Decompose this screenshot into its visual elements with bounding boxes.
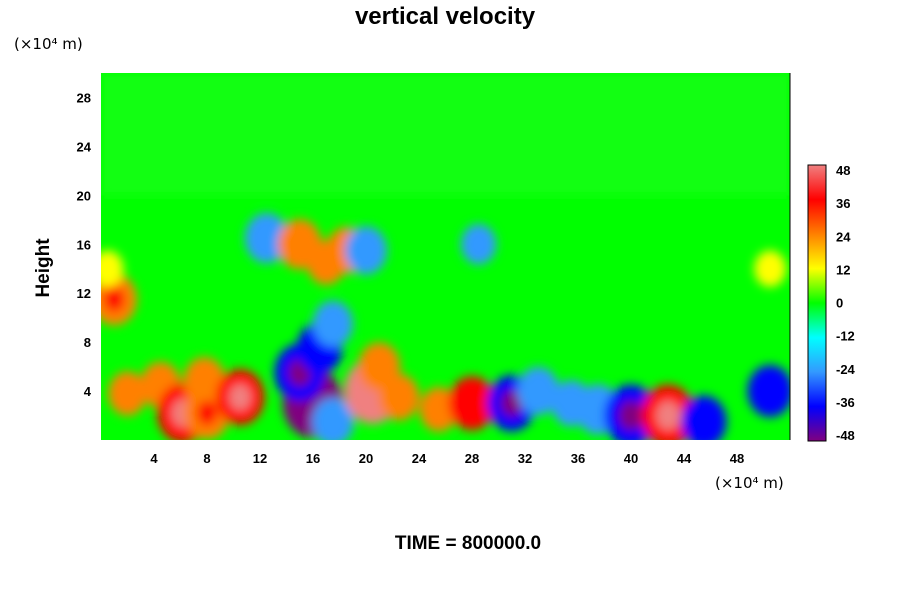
contour-feature <box>101 250 124 287</box>
contour-feature <box>379 374 420 421</box>
x-tick-label: 24 <box>412 451 427 466</box>
contour-feature <box>311 397 354 440</box>
colorbar-tick-label: -12 <box>836 329 855 344</box>
colorbar-tick-label: -36 <box>836 395 855 410</box>
contour-feature <box>244 213 289 264</box>
contour-features <box>101 73 790 440</box>
x-tick-label: 16 <box>306 451 320 466</box>
contour-feature-core <box>229 383 252 411</box>
x-unit-label: (×10⁴ m) <box>715 474 784 492</box>
contour-feature-core <box>461 390 483 417</box>
contour-feature <box>754 250 787 287</box>
y-tick-label: 28 <box>77 90 91 105</box>
contour-feature-core <box>618 400 644 431</box>
chart-title: vertical velocity <box>355 3 536 30</box>
contour-feature-core <box>500 389 523 417</box>
colorbar-tick-label: 24 <box>836 229 851 244</box>
colorbar-scale <box>807 164 827 442</box>
y-unit-label: (×10⁴ m) <box>14 35 83 53</box>
x-tick-label: 8 <box>203 451 210 466</box>
contour-feature <box>108 371 147 416</box>
x-tick-label: 28 <box>465 451 479 466</box>
x-tick-label: 48 <box>730 451 744 466</box>
x-tick-label: 20 <box>359 451 373 466</box>
contour-feature-core <box>759 378 781 404</box>
contour-feature <box>517 367 560 416</box>
contour-feature <box>345 226 387 275</box>
time-label: TIME = 800000.0 <box>395 533 541 554</box>
x-tick-label: 40 <box>624 451 638 466</box>
x-tick-label: 12 <box>253 451 267 466</box>
y-tick-label: 8 <box>84 335 91 350</box>
contour-feature-core <box>196 400 218 426</box>
colorbar-tick-label: 48 <box>836 163 850 178</box>
x-tick-label: 4 <box>150 451 158 466</box>
colorbar-tick-label: -48 <box>836 428 855 443</box>
colorbar-ticks: 48 36 24 12 0 -12 -24 -36 -48 <box>836 163 856 443</box>
y-tick-label: 16 <box>77 237 91 252</box>
contour-feature <box>419 387 459 432</box>
contour-feature-core <box>693 409 715 435</box>
contour-feature <box>312 300 353 347</box>
x-tick-label: 32 <box>518 451 532 466</box>
contour-feature-core <box>656 400 681 431</box>
contour-feature-core <box>104 286 125 312</box>
y-tick-label: 20 <box>77 188 91 203</box>
y-tick-label: 4 <box>84 384 92 399</box>
x-ticks: 4 8 12 16 20 24 28 32 36 40 44 48 <box>150 451 744 466</box>
y-ticks: 4 8 12 16 20 24 28 <box>77 90 92 399</box>
y-axis-label: Height <box>33 238 54 298</box>
colorbar-tick-label: 36 <box>836 196 850 211</box>
colorbar-tick-label: -24 <box>836 362 856 377</box>
colorbar-tick-label: 0 <box>836 296 843 311</box>
plot-area <box>101 73 791 440</box>
x-tick-label: 44 <box>677 451 692 466</box>
upper-level-band <box>101 73 790 196</box>
y-tick-label: 12 <box>77 286 91 301</box>
colorbar: 48 36 24 12 0 -12 -24 -36 -48 <box>807 163 856 443</box>
colorbar-tick-label: 12 <box>836 262 850 277</box>
y-tick-label: 24 <box>77 139 92 154</box>
x-tick-label: 36 <box>571 451 585 466</box>
contour-feature <box>461 224 497 265</box>
